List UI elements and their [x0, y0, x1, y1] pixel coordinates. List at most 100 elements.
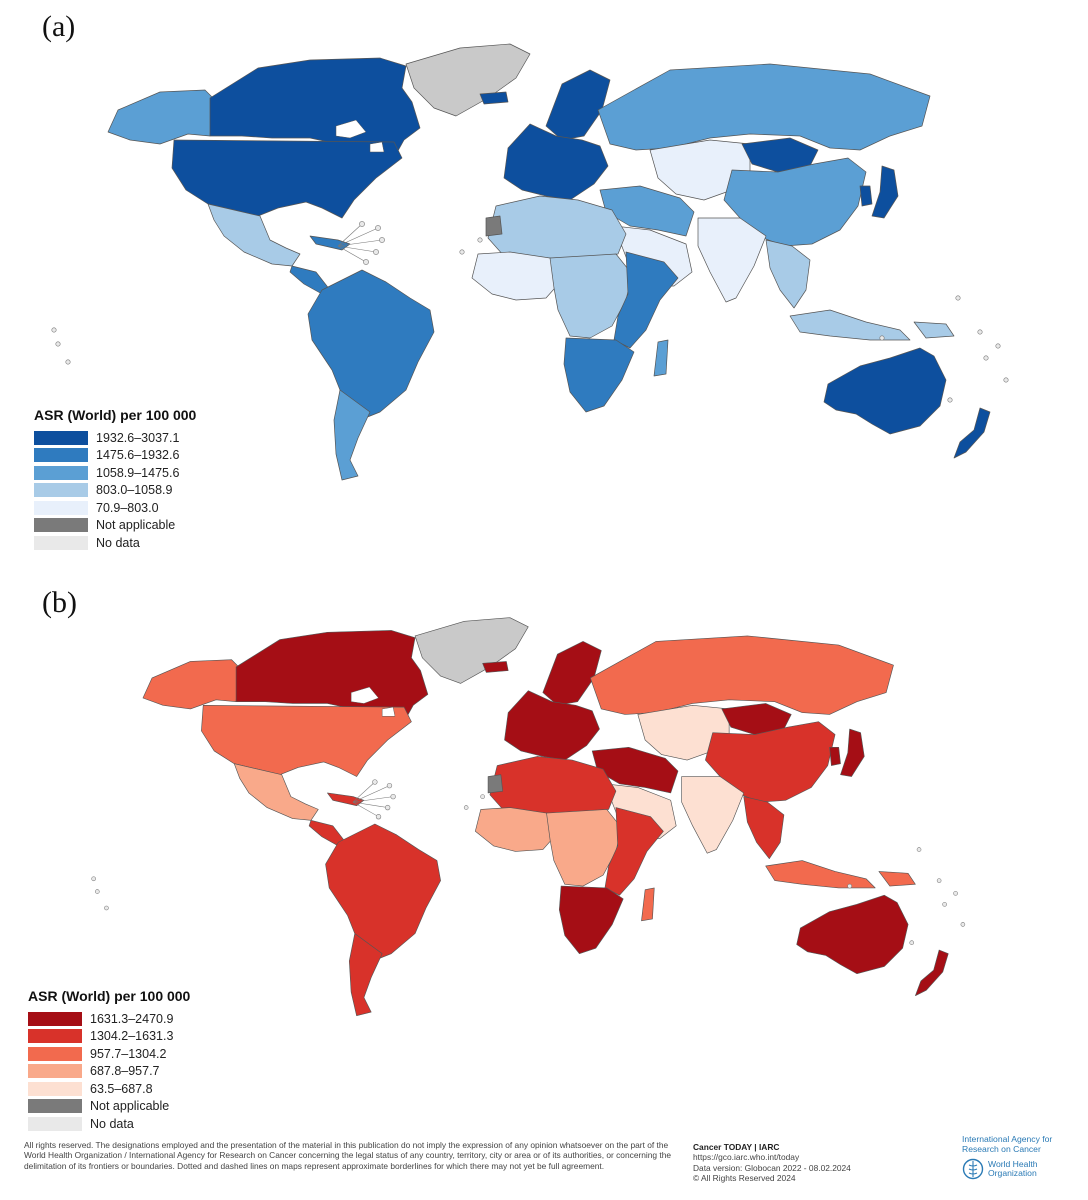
legend-label: 1631.3–2470.9 [90, 1011, 174, 1026]
legend-item: Not applicable [28, 1098, 190, 1116]
great-lakes [350, 686, 396, 717]
legend-label: 957.7–1304.2 [90, 1046, 167, 1061]
island-marker [995, 343, 1001, 349]
region-southeast-asia [743, 796, 785, 860]
legend-swatch [28, 1011, 82, 1026]
legend-item: 1058.9–1475.6 [34, 464, 196, 482]
island-marker [909, 940, 915, 945]
callout-line [337, 245, 367, 263]
island-marker [104, 905, 109, 911]
island-marker [65, 359, 71, 365]
region-japan [871, 165, 899, 219]
island-marker [936, 878, 942, 883]
legend-a: ASR (World) per 100 000 1932.6–3037.1 147… [34, 407, 196, 552]
region-southern-cone [348, 933, 383, 1017]
region-png [878, 871, 916, 887]
source-title: Cancer TODAY | IARC [693, 1142, 780, 1152]
callout-line [337, 239, 383, 247]
callout-marker [390, 793, 396, 800]
region-canada [235, 630, 429, 723]
island-marker [463, 805, 469, 810]
source-url[interactable]: https://gco.iarc.who.int/today [693, 1152, 800, 1163]
island-marker [847, 883, 852, 889]
callout-marker [375, 814, 382, 820]
island-marker [960, 922, 966, 927]
legend-item: 1304.2–1631.3 [28, 1028, 190, 1046]
region-australia [796, 894, 909, 975]
legend-swatch [28, 1081, 82, 1096]
legend-item: Not applicable [34, 517, 196, 535]
legend-item: 1475.6–1932.6 [34, 447, 196, 465]
region-new-zealand [915, 949, 949, 996]
region-iceland [482, 661, 509, 673]
region-russia [590, 635, 894, 715]
callout-marker [386, 783, 393, 789]
callout-line [337, 227, 379, 247]
island-marker [1003, 377, 1009, 383]
world-map-a [51, 43, 1009, 481]
callout-line [352, 796, 394, 803]
island-marker [953, 891, 958, 896]
island-marker [955, 295, 961, 301]
region-png [913, 321, 955, 339]
region-south-america [325, 823, 441, 962]
legend-label: 1304.2–1631.3 [90, 1029, 174, 1044]
callout-marker [385, 804, 391, 811]
region-greenland [414, 617, 529, 684]
legend-b: ASR (World) per 100 000 1631.3–2470.9 130… [28, 988, 190, 1133]
island-marker [95, 889, 100, 894]
legend-swatch [34, 448, 88, 463]
region-iceland [479, 91, 509, 105]
region-india [681, 776, 745, 854]
legend-label: 1058.9–1475.6 [96, 465, 180, 480]
legend-item: No data [28, 1115, 190, 1133]
callout-line [337, 245, 377, 253]
world-map-b [91, 617, 966, 1017]
callout-marker [379, 237, 385, 243]
panel-b-label: (b) [42, 586, 77, 619]
region-east-africa [604, 807, 664, 896]
region-europe [504, 690, 600, 761]
callout-line [352, 781, 376, 803]
legend-label: 1932.6–3037.1 [96, 430, 180, 445]
copyright: © All Rights Reserved 2024 [693, 1172, 796, 1183]
region-scandinavia [542, 641, 602, 706]
iarc-logo-text: International Agency for Research on Can… [962, 1134, 1053, 1154]
island-marker [91, 876, 96, 882]
region-southern-africa [558, 885, 624, 954]
legend-label: 687.8–957.7 [90, 1064, 160, 1079]
legend-swatch [28, 1116, 82, 1131]
region-korea [859, 185, 873, 207]
who-logo: World Health Organization [962, 1158, 1058, 1180]
callout-line [352, 801, 388, 808]
legend-swatch [34, 500, 88, 515]
region-alaska [142, 659, 240, 710]
legend-label: 63.5–687.8 [90, 1081, 153, 1096]
callout-marker [373, 249, 379, 255]
legend-label: No data [96, 535, 140, 550]
legend-item: 803.0–1058.9 [34, 482, 196, 500]
legend-swatch [28, 1029, 82, 1044]
region-north-africa [487, 195, 627, 259]
region-russia [597, 63, 931, 151]
legend-swatch [34, 430, 88, 445]
legend-swatch [34, 465, 88, 480]
legend-label: 1475.6–1932.6 [96, 448, 180, 463]
legend-swatch [28, 1064, 82, 1079]
region-australia [823, 347, 947, 435]
region-japan [840, 728, 865, 777]
region-west-africa [471, 251, 563, 301]
island-marker [942, 902, 947, 907]
region-western-sahara [485, 215, 503, 237]
who-logo-text: World Health Organization [988, 1158, 1038, 1178]
callout-marker [372, 779, 378, 785]
region-central-africa [546, 809, 622, 887]
region-southeast-asia [765, 239, 811, 309]
great-lakes [335, 119, 385, 153]
region-west-africa [474, 807, 558, 852]
region-south-america [307, 269, 435, 421]
region-alaska [107, 89, 214, 145]
legend-title: ASR (World) per 100 000 [28, 988, 191, 1004]
region-southern-africa [563, 337, 635, 413]
island-marker [983, 355, 989, 361]
